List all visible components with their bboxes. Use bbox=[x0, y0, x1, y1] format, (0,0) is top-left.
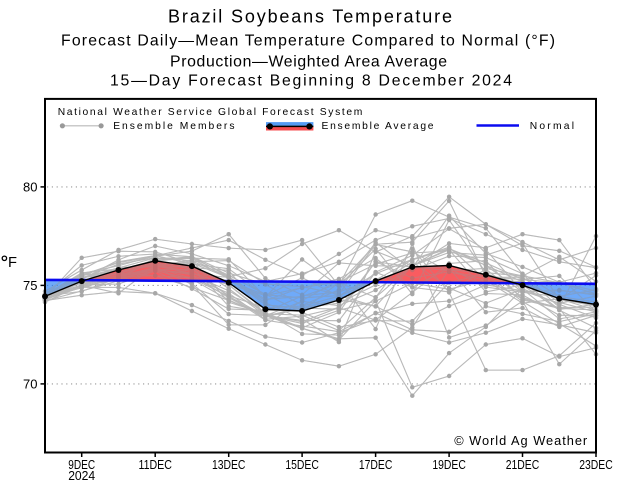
svg-text:80: 80 bbox=[23, 180, 37, 195]
svg-text:11DEC: 11DEC bbox=[138, 458, 172, 472]
svg-text:Forecast Daily—Mean Temperatur: Forecast Daily—Mean Temperature Compared… bbox=[61, 33, 555, 50]
svg-text:15DEC: 15DEC bbox=[285, 458, 319, 472]
svg-text:Brazil Soybeans Temperature: Brazil Soybeans Temperature bbox=[168, 7, 452, 27]
svg-text:23DEC: 23DEC bbox=[579, 458, 613, 472]
svg-text:© World Ag Weather: © World Ag Weather bbox=[454, 433, 588, 448]
svg-text:Ensemble Average: Ensemble Average bbox=[322, 121, 434, 132]
svg-text:15—Day Forecast Beginning 8 De: 15—Day Forecast Beginning 8 December 202… bbox=[110, 73, 512, 90]
svg-text:2024: 2024 bbox=[68, 469, 95, 483]
svg-text:70: 70 bbox=[23, 377, 37, 392]
svg-text:75: 75 bbox=[23, 278, 37, 293]
svg-text:21DEC: 21DEC bbox=[506, 458, 540, 472]
svg-text:13DEC: 13DEC bbox=[212, 458, 246, 472]
svg-text:Production—Weighted Area Avera: Production—Weighted Area Average bbox=[170, 53, 447, 70]
svg-text:National Weather Service Globa: National Weather Service Global Forecast… bbox=[58, 107, 363, 118]
svg-text:F: F bbox=[8, 255, 17, 271]
svg-text:17DEC: 17DEC bbox=[359, 458, 393, 472]
svg-text:19DEC: 19DEC bbox=[432, 458, 466, 472]
svg-text:9DEC: 9DEC bbox=[68, 458, 95, 472]
